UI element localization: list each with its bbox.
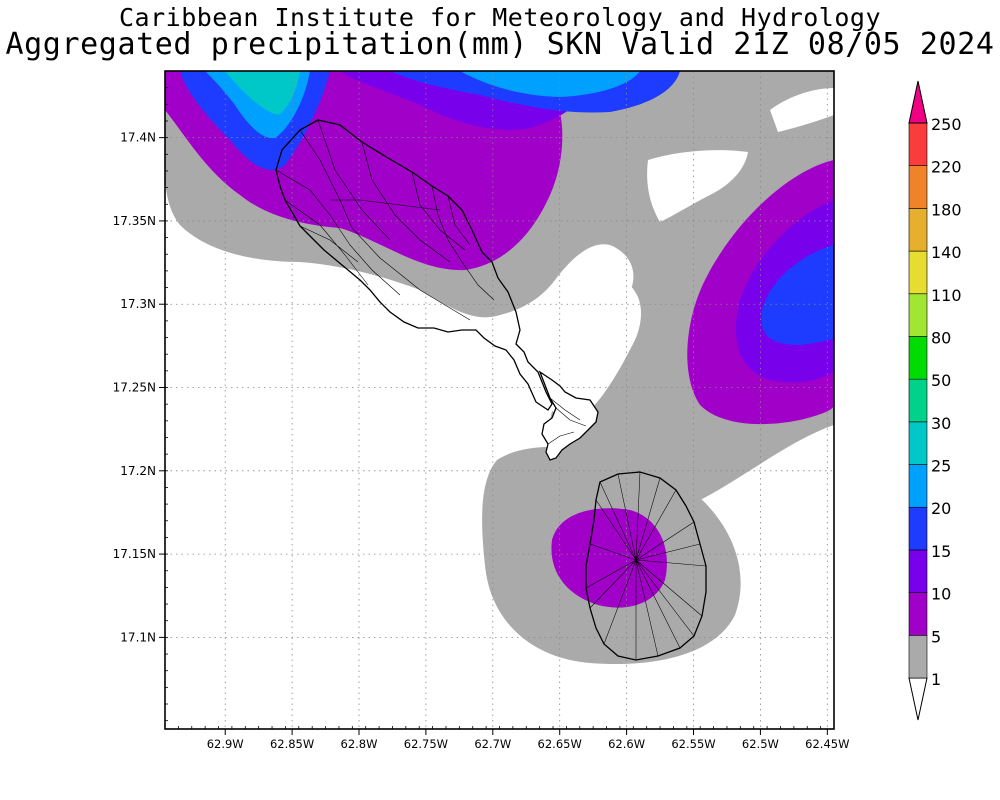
nevis-island: [585, 471, 707, 661]
colorbar-swatch-30: [908, 378, 928, 423]
lat-tick-label: 17.15N: [113, 547, 156, 561]
lat-tick-label: 17.1N: [120, 630, 156, 644]
colorbar-swatch-50: [908, 336, 928, 380]
lon-tick-label: 62.75W: [404, 737, 448, 751]
lat-tick-label: 17.2N: [120, 464, 156, 478]
colorbar-label: 220: [931, 158, 962, 177]
axis-tick-labels: 62.9W 62.85W 62.8W 62.75W 62.7W 62.65W 62.6W 62…: [113, 131, 850, 751]
lon-tick-label: 62.9W: [207, 737, 244, 751]
colorbar-label: 180: [931, 200, 962, 219]
colorbar-label: 10: [931, 585, 951, 604]
lon-tick-label: 62.6W: [608, 737, 645, 751]
colorbar-swatch-25: [908, 421, 928, 465]
lon-tick-label: 62.5W: [742, 737, 779, 751]
lat-tick-label: 17.4N: [120, 131, 156, 145]
colorbar-swatch-220: [908, 122, 928, 166]
st-kitts-island: [275, 119, 553, 411]
map-title: Caribbean Institute for Meteorology and …: [118, 3, 881, 32]
lat-tick-label: 17.35N: [113, 214, 156, 228]
precipitation-field: [165, 71, 834, 729]
colorbar-label: 30: [931, 414, 951, 433]
colorbar-swatch-80: [908, 293, 928, 337]
colorbar-label: 25: [931, 457, 951, 476]
colorbar-label: 140: [931, 243, 962, 262]
colorbar-top-arrow: [908, 80, 928, 124]
colorbar-label: 80: [931, 328, 951, 347]
colorbar-swatch-15: [908, 506, 928, 551]
southeast-peninsula: [538, 370, 599, 461]
colorbar-swatch-5: [908, 592, 928, 636]
colorbar-swatch-1: [908, 635, 928, 679]
colorbar-label: 1: [931, 670, 941, 689]
lat-tick-label: 17.3N: [120, 297, 156, 311]
colorbar-label: 110: [931, 286, 962, 305]
colorbar-label: 5: [931, 627, 941, 646]
colorbar-label: 250: [931, 115, 962, 134]
lon-tick-label: 62.85W: [270, 737, 314, 751]
colorbar-swatch-140: [908, 208, 928, 252]
lon-tick-label: 62.8W: [341, 737, 378, 751]
lon-tick-label: 62.7W: [474, 737, 511, 751]
axis-ticks: [159, 70, 835, 735]
colorbar-swatch-180: [908, 165, 928, 209]
colorbar-label: 15: [931, 542, 951, 561]
colorbar-swatch-110: [908, 250, 928, 295]
colorbar-bottom-arrow: [908, 677, 928, 721]
colorbar-swatch-20: [908, 464, 928, 508]
map-subtitle: Aggregated precipitation(mm) SKN Valid 2…: [5, 27, 995, 62]
colorbar-swatch-10: [908, 549, 928, 593]
map-gridlines: [165, 71, 834, 729]
colorbar-label: 20: [931, 499, 951, 518]
lon-tick-label: 62.65W: [538, 737, 582, 751]
lat-tick-label: 17.25N: [113, 381, 156, 395]
lon-tick-label: 62.45W: [805, 737, 849, 751]
colorbar-label: 50: [931, 371, 951, 390]
contour-25-30mm: [225, 71, 300, 115]
lon-tick-label: 62.55W: [671, 737, 715, 751]
